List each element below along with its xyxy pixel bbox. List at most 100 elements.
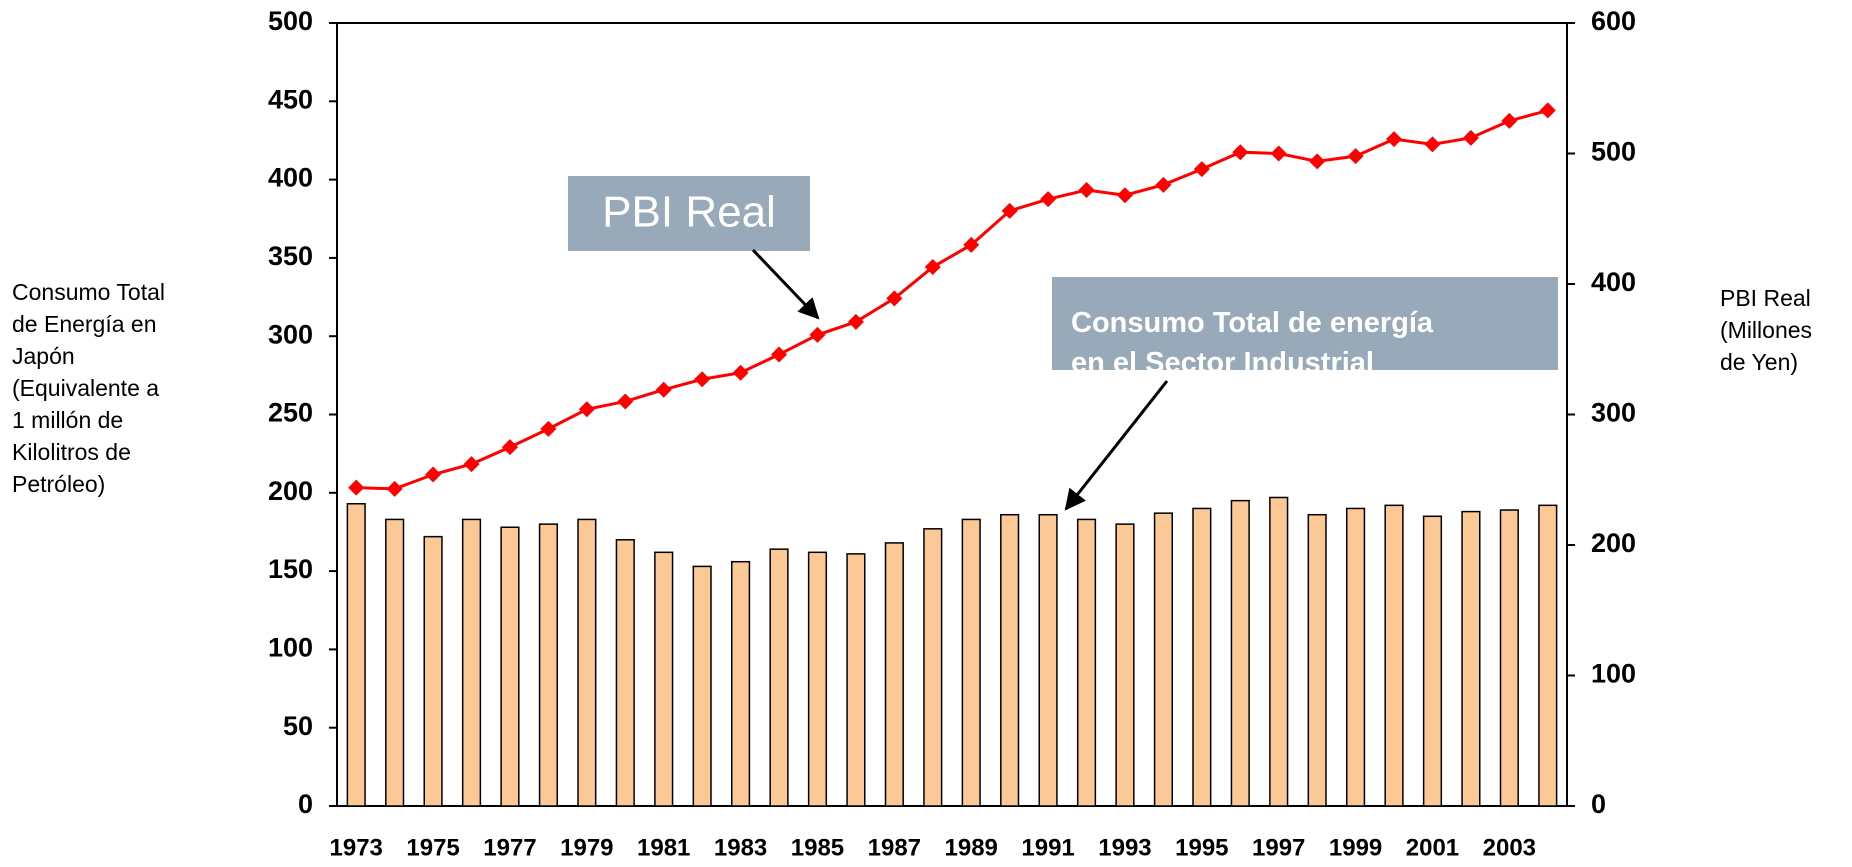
x-tick-label: 1973: [330, 834, 383, 861]
y-axis-label: 1 millón de: [12, 407, 123, 433]
bar: [385, 518, 405, 807]
y2-tick-label: 400: [1591, 267, 1636, 297]
y-tick-label: 150: [268, 554, 313, 584]
y2-axis-label: (Millones: [1720, 317, 1812, 343]
bar: [346, 503, 366, 807]
bar: [1000, 513, 1020, 807]
annotation: Consumo Total de energía en el Sector Ind…: [1071, 307, 1434, 379]
x-tick-label: 1983: [714, 834, 767, 861]
bar: [846, 553, 866, 807]
marker: [771, 346, 788, 363]
y2-tick-label: 0: [1591, 789, 1606, 819]
marker: [540, 420, 557, 437]
marker: [1501, 112, 1518, 129]
bar: [731, 560, 751, 807]
y-tick-label: 100: [268, 633, 313, 663]
y-tick-label: 50: [283, 711, 313, 741]
bar: [500, 526, 520, 807]
y-axis-label: Japón: [12, 343, 75, 369]
marker: [1155, 176, 1172, 193]
annotation-box: [1052, 277, 1558, 370]
annotation: PBI Real: [602, 188, 776, 237]
y2-tick-label: 600: [1591, 6, 1636, 36]
marker: [809, 326, 826, 343]
bar: [615, 539, 635, 807]
marker: [578, 401, 595, 418]
marker: [847, 313, 864, 330]
marker: [617, 393, 634, 410]
marker: [501, 439, 518, 456]
y-axis-label: (Equivalente a: [12, 375, 159, 401]
bar: [1038, 513, 1058, 807]
x-tick-label: 1995: [1175, 834, 1228, 861]
bar: [1269, 496, 1289, 807]
bar: [1230, 499, 1250, 807]
marker: [1539, 102, 1556, 119]
x-tick-label: 1999: [1329, 834, 1382, 861]
bar: [923, 528, 943, 807]
bar: [692, 565, 712, 807]
bar: [538, 523, 558, 807]
y2-axis-label: PBI Real: [1720, 285, 1811, 311]
bar: [1538, 504, 1558, 807]
bar: [1153, 512, 1173, 807]
marker: [963, 236, 980, 253]
y-axis-label: Consumo Total: [12, 279, 165, 305]
x-tick-label: 1991: [1021, 834, 1074, 861]
y-tick-label: 250: [268, 398, 313, 428]
x-tick-label: 1997: [1252, 834, 1305, 861]
y-axis-label: Petróleo): [12, 471, 105, 497]
bar: [1461, 510, 1481, 807]
marker: [1424, 136, 1441, 153]
y-axis-label: Kilolitros de: [12, 439, 131, 465]
annotation-box: [568, 176, 810, 251]
bar: [461, 518, 482, 807]
y2-tick-label: 100: [1591, 659, 1636, 689]
marker: [1078, 182, 1095, 199]
bar: [654, 551, 674, 807]
plot-frame: [336, 22, 1568, 807]
y2-tick-label: 200: [1591, 528, 1636, 558]
marker: [463, 456, 480, 473]
bar: [1384, 504, 1404, 807]
x-tick-label: 1989: [945, 834, 998, 861]
y-tick-label: 450: [268, 84, 313, 114]
y-tick-label: 300: [268, 319, 313, 349]
marker: [348, 479, 365, 496]
x-tick-label: 1985: [791, 834, 844, 861]
arrow: [1064, 380, 1169, 511]
marker: [425, 466, 442, 483]
marker: [1001, 202, 1018, 219]
marker: [1347, 148, 1364, 165]
bar: [1115, 523, 1135, 807]
marker: [924, 259, 941, 276]
marker: [886, 290, 903, 307]
marker: [1232, 144, 1249, 161]
bar: [1346, 507, 1366, 807]
bar: [1307, 513, 1327, 807]
marker: [386, 480, 403, 497]
x-tick-label: 1993: [1098, 834, 1151, 861]
bar: [884, 542, 904, 807]
marker: [1116, 187, 1133, 204]
y2-axis-label: de Yen): [1720, 349, 1798, 375]
bar: [1076, 518, 1097, 807]
bar: [1499, 509, 1519, 807]
y-tick-label: 350: [268, 241, 313, 271]
bar: [577, 518, 597, 807]
y-axis-label: de Energía en: [12, 311, 157, 337]
arrow: [751, 248, 820, 320]
x-tick-label: 1987: [868, 834, 921, 861]
marker: [1270, 145, 1287, 162]
y-tick-label: 0: [298, 789, 313, 819]
bar: [961, 518, 981, 807]
x-tick-label: 1975: [406, 834, 459, 861]
bar: [769, 548, 789, 807]
marker: [655, 381, 672, 398]
x-tick-label: 1979: [560, 834, 613, 861]
y-tick-label: 400: [268, 163, 313, 193]
marker: [1309, 153, 1326, 170]
y2-tick-label: 300: [1591, 398, 1636, 428]
marker: [1040, 191, 1057, 208]
